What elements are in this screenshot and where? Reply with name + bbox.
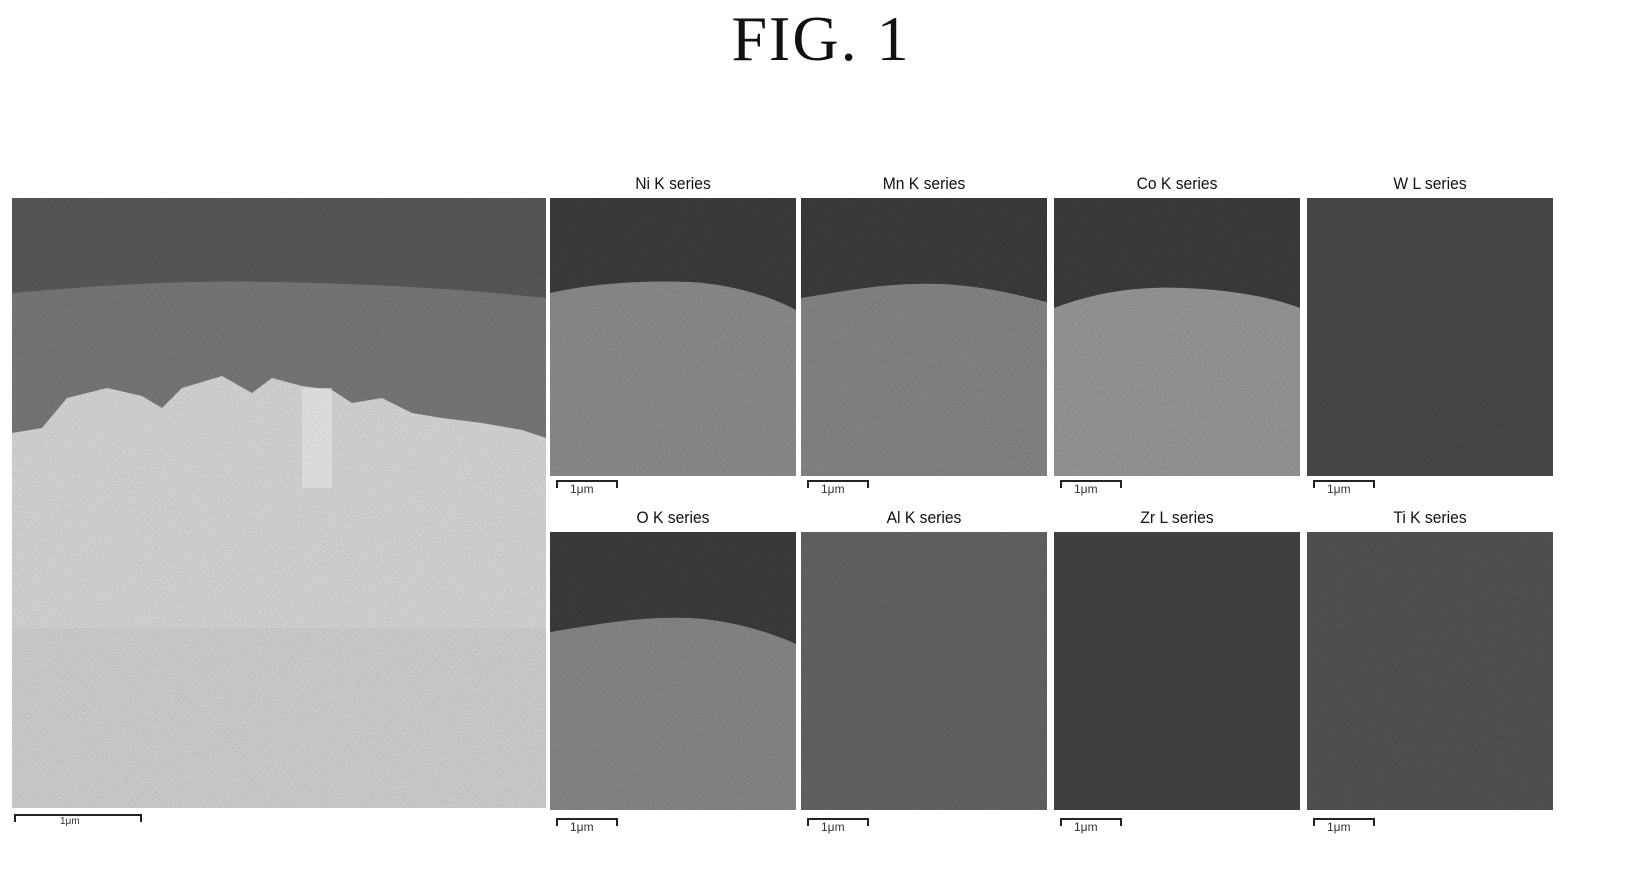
figure-title: FIG. 1: [0, 2, 1642, 76]
eds-map-image: [1307, 198, 1553, 476]
eds-map-label: W L series: [1317, 174, 1543, 194]
eds-scale-label: 1μm: [1074, 482, 1098, 496]
sem-scale-label: 1μm: [60, 816, 80, 827]
eds-scale-label: 1μm: [570, 482, 594, 496]
eds-map-image: [1054, 532, 1300, 810]
eds-scale-bar: 1μm: [1313, 480, 1375, 490]
eds-scale-label: 1μm: [570, 820, 594, 834]
eds-scale-bar: 1μm: [807, 818, 869, 828]
eds-map-image: [801, 532, 1047, 810]
eds-scale-bar: 1μm: [1060, 480, 1122, 490]
eds-map-image: [550, 532, 796, 810]
eds-scale-label: 1μm: [1074, 820, 1098, 834]
eds-map-image: [1307, 532, 1553, 810]
eds-scale-bar: 1μm: [556, 480, 618, 490]
eds-map-label: Co K series: [1064, 174, 1290, 194]
eds-scale-label: 1μm: [821, 820, 845, 834]
eds-map-image: [550, 198, 796, 476]
eds-map-label: Mn K series: [811, 174, 1037, 194]
eds-scale-label: 1μm: [821, 482, 845, 496]
eds-scale-label: 1μm: [1327, 482, 1351, 496]
sem-image: [12, 198, 546, 808]
eds-map-image: [801, 198, 1047, 476]
eds-map-label: O K series: [560, 508, 786, 528]
eds-map-image: [1054, 198, 1300, 476]
eds-scale-bar: 1μm: [556, 818, 618, 828]
eds-map-label: Ni K series: [560, 174, 786, 194]
eds-scale-label: 1μm: [1327, 820, 1351, 834]
eds-scale-bar: 1μm: [1060, 818, 1122, 828]
eds-map-label: Al K series: [811, 508, 1037, 528]
eds-map-label: Ti K series: [1317, 508, 1543, 528]
sem-scale-bar: 1μm: [14, 814, 142, 824]
eds-scale-bar: 1μm: [1313, 818, 1375, 828]
eds-scale-bar: 1μm: [807, 480, 869, 490]
eds-map-label: Zr L series: [1064, 508, 1290, 528]
